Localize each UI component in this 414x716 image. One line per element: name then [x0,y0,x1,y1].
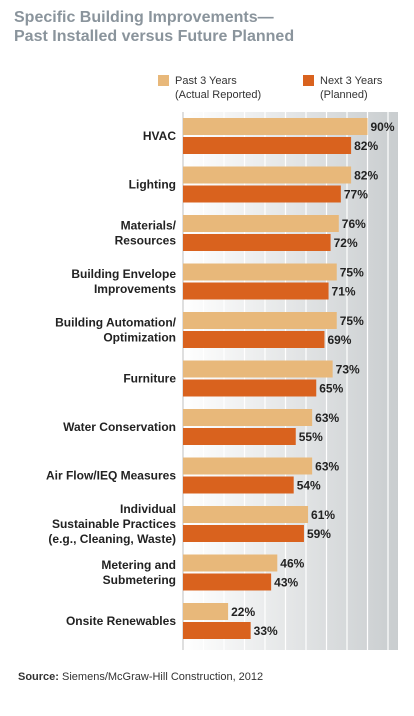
chart-title-line-2: Past Installed versus Future Planned [14,28,295,45]
source-text: Siemens/McGraw-Hill Construction, 2012 [62,671,264,683]
value-label: 69% [327,333,351,347]
legend-sublabel-1: (Actual Reported) [175,89,261,101]
value-label: 72% [334,236,358,250]
legend-label-2: Next 3 Years [320,75,383,87]
bar-next [183,282,329,300]
bar-next [183,622,251,639]
value-label: 61% [311,508,335,522]
bar-past [183,312,337,329]
value-label: 55% [299,430,323,444]
legend-label-1: Past 3 Years [175,75,237,87]
category-label: Sustainable Practices [52,517,176,531]
category-label: Resources [115,234,177,248]
legend-swatch-2 [303,75,314,86]
bar-next [183,331,325,348]
category-label: Water Conservation [63,420,176,434]
bar-past [183,506,309,523]
value-label: 59% [307,527,331,541]
source-prefix: Source: [18,671,59,683]
value-label: 82% [354,139,378,153]
category-label: Onsite Renewables [66,614,176,628]
chart-title: Specific Building Improvements— Past Ins… [14,8,294,46]
value-label: 75% [340,314,364,328]
value-label: 65% [319,382,343,396]
bar-next [183,137,352,154]
bar-past [183,166,352,184]
bar-next [183,234,331,251]
category-label: Air Flow/IEQ Measures [46,469,176,483]
value-label: 54% [297,479,321,493]
bar-past [183,457,313,475]
value-label: 82% [354,169,378,183]
value-label: 71% [332,285,356,299]
value-label: 22% [231,605,255,619]
category-label: Improvements [94,282,176,296]
value-label: 43% [274,576,298,590]
category-label: HVAC [143,129,176,143]
value-label: 76% [342,217,366,231]
bar-past [183,215,339,232]
category-label: Materials/ [121,219,177,233]
bar-past [183,554,278,572]
value-label: 90% [371,120,395,134]
category-label: Building Envelope [71,267,176,281]
bar-next [183,525,304,542]
category-label: Furniture [123,372,176,386]
bar-past [183,360,333,378]
category-label: Building Automation/ [55,316,177,330]
category-label: Lighting [129,178,176,192]
value-label: 33% [254,624,278,638]
value-label: 46% [280,557,304,571]
bar-next [183,573,272,591]
source-note: Source: Siemens/McGraw-Hill Construction… [18,671,263,683]
bar-next [183,476,294,494]
bar-next [183,428,296,445]
legend-sublabel-2: (Planned) [320,89,368,101]
chart-title-line-1: Specific Building Improvements— [14,9,274,26]
value-label: 63% [315,411,339,425]
value-label: 63% [315,460,339,474]
value-label: 77% [344,188,368,202]
legend-swatch-1 [158,75,169,86]
value-label: 75% [340,266,364,280]
bar-past [183,603,229,620]
bar-past [183,409,313,426]
category-label: (e.g., Cleaning, Waste) [48,532,176,546]
category-label: Optimization [103,331,176,345]
category-label: Submetering [103,573,176,587]
bar-next [183,379,317,397]
bar-past [183,263,337,281]
bar-next [183,185,341,203]
category-label: Individual [120,502,176,516]
value-label: 73% [336,363,360,377]
bar-past [183,118,368,135]
category-label: Metering and [101,558,176,572]
